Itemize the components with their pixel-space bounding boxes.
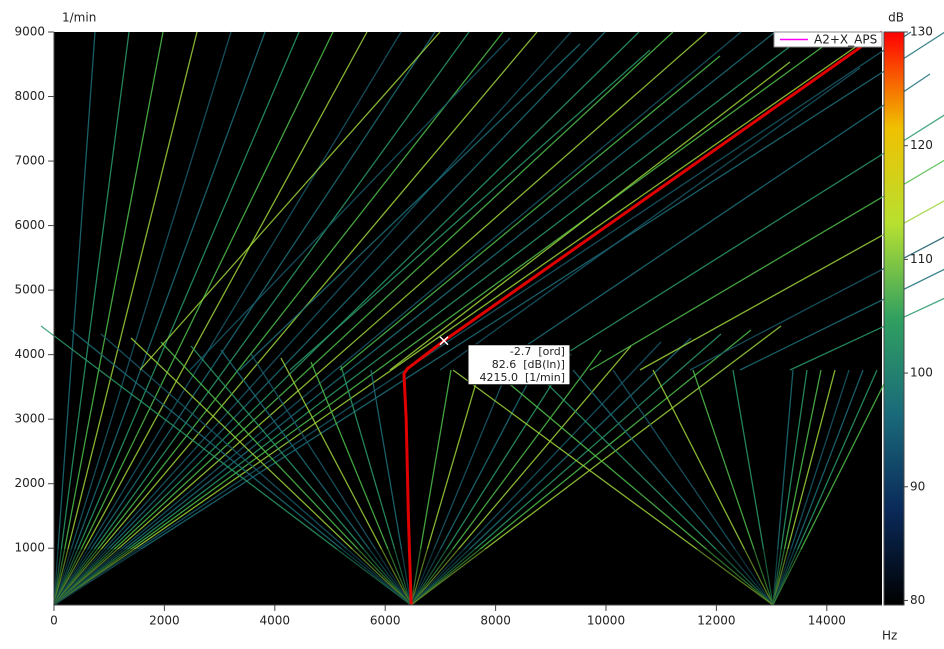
y-tick-label: 8000 xyxy=(14,89,45,103)
colorbar-label: dB xyxy=(888,11,904,25)
x-tick-label: 14000 xyxy=(808,614,846,628)
low-band xyxy=(54,549,882,605)
x-tick-label: 12000 xyxy=(697,614,735,628)
x-tick-label: 8000 xyxy=(480,614,511,628)
x-tick-label: 10000 xyxy=(587,614,625,628)
colorbar-tick-label: 110 xyxy=(910,252,933,266)
colorbar-tick-label: 90 xyxy=(910,479,925,493)
y-tick-label: 3000 xyxy=(14,412,45,426)
y-tick-label: 5000 xyxy=(14,283,45,297)
colorbar-tick-label: 80 xyxy=(910,593,925,607)
x-tick-label: 2000 xyxy=(149,614,180,628)
cursor-label: 4215.0 [1/min] xyxy=(479,371,565,384)
x-tick-label: 4000 xyxy=(260,614,291,628)
colorbar-tick-label: 100 xyxy=(910,366,933,380)
cursor-label: 82.6 [dB(ln)] xyxy=(492,358,565,371)
y-tick-label: 1000 xyxy=(14,541,45,555)
x-axis-label: Hz xyxy=(882,629,897,643)
y-tick-label: 6000 xyxy=(14,218,45,232)
colorbar-tick-label: 120 xyxy=(910,138,933,152)
x-tick-label: 0 xyxy=(50,614,58,628)
legend-label: A2+X_APS xyxy=(814,33,877,47)
y-tick-label: 9000 xyxy=(14,25,45,39)
y-tick-label: 2000 xyxy=(14,476,45,490)
y-tick-label: 7000 xyxy=(14,154,45,168)
x-tick-label: 6000 xyxy=(370,614,401,628)
y-axis-label: 1/min xyxy=(62,11,96,25)
colorbar-tick-label: 130 xyxy=(910,25,933,39)
chart: 1/min Hz dB 0 2000 4000 6000 8000 10000 12000 1… xyxy=(0,0,944,645)
colorbar xyxy=(884,32,904,605)
y-tick-label: 4000 xyxy=(14,347,45,361)
cursor-label: -2.7 [ord] xyxy=(510,345,565,358)
